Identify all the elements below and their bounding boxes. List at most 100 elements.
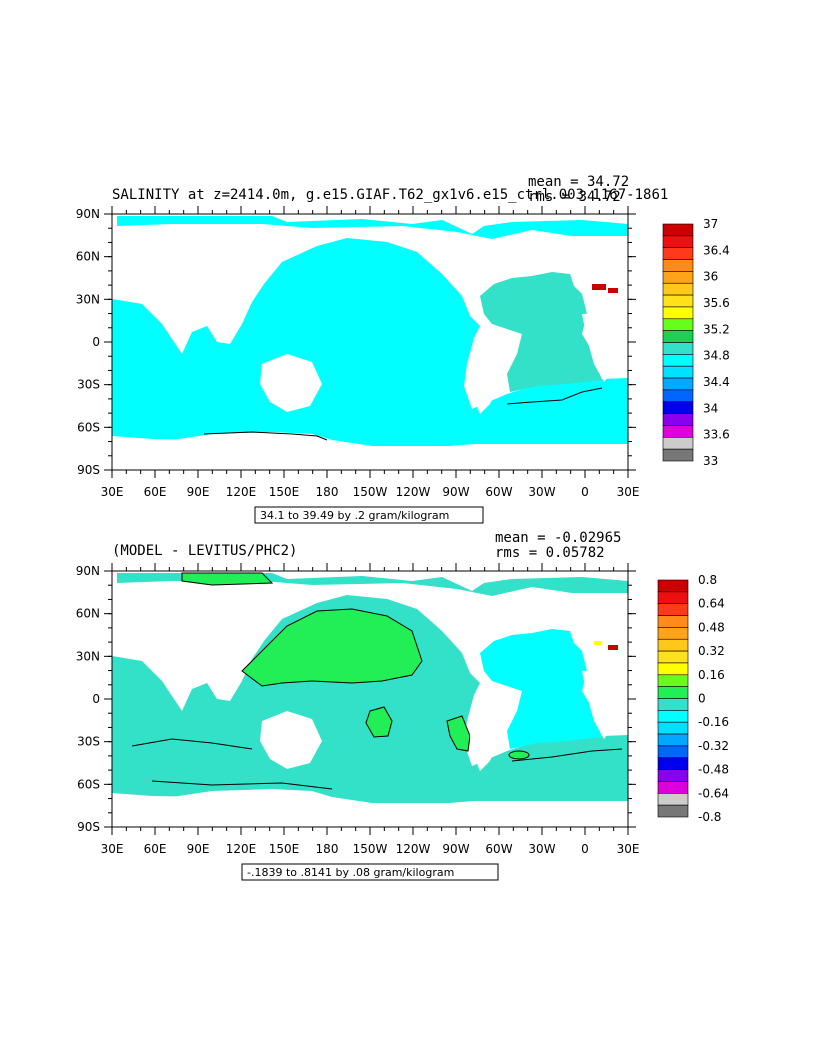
bottom-cbar-label: 0.48 (698, 620, 725, 634)
bottom-spac-anomaly (365, 706, 393, 738)
top-lon-label: 30E (101, 485, 124, 499)
bottom-lat-label: 90N (76, 564, 100, 578)
bottom-lat-label: 0 (92, 692, 100, 706)
bottom-cbar-cell (657, 721, 689, 735)
bottom-cbar-cell (657, 674, 689, 687)
top-lon-label: 120W (396, 485, 431, 499)
top-lon-label: 60W (485, 485, 512, 499)
bottom-lat-label: 30N (76, 649, 100, 663)
bottom-lon-label: 0 (581, 842, 589, 856)
bottom-cbar-cell (657, 769, 689, 782)
top-lon-label: 150W (353, 485, 388, 499)
top-cbar-cell (662, 425, 694, 438)
top-atlantic (480, 272, 602, 392)
top-lon-label: 30W (528, 485, 555, 499)
bottom-land (112, 669, 628, 829)
top-cbar-cell (662, 223, 694, 237)
bottom-cbar-cell (657, 804, 689, 818)
bottom-cbar-cell (657, 650, 689, 664)
top-lat-label: 90N (76, 207, 100, 221)
bottom-atlantic (480, 629, 602, 749)
top-rms: rms = 34.72 (528, 189, 621, 205)
bottom-cbar-cell (657, 615, 689, 628)
top-info-box (254, 506, 484, 524)
bottom-lon-label: 180 (316, 842, 339, 856)
bottom-info: -.1839 to .8141 by .08 gram/kilogram (247, 866, 454, 879)
top-cbar-label: 36.4 (703, 243, 730, 257)
top-contour-atlantic (506, 387, 603, 405)
bottom-cbar-label: 0.16 (698, 668, 725, 682)
top-lon-label: 60E (144, 485, 167, 499)
bottom-contour-atlantic (511, 748, 623, 762)
top-lon-label: 180 (316, 485, 339, 499)
top-lon-label: 90E (187, 485, 210, 499)
bottom-cbar-label: 0.32 (698, 644, 725, 658)
bottom-satl-anomaly (508, 750, 530, 760)
bottom-cbar-label: 0.64 (698, 597, 725, 611)
top-contour-south (203, 431, 328, 441)
top-cbar-label: 34.4 (703, 375, 730, 389)
bottom-sepac-anomaly (446, 715, 471, 752)
bottom-map (111, 570, 629, 829)
bottom-lon-label: 60W (485, 842, 512, 856)
top-cbar-cell (662, 282, 694, 296)
top-cbar-cell (662, 389, 694, 403)
top-cbar-label: 34.8 (703, 349, 730, 363)
top-lon-label: 120E (226, 485, 257, 499)
top-cbar-cell (662, 271, 694, 284)
top-colorbar: 37 36.4 36 35.6 35.2 34.8 34.4 34 33.6 33 (662, 217, 730, 468)
bottom-cbar-cell (657, 603, 689, 616)
bottom-cbar-cell (657, 710, 689, 723)
bottom-lon-label: 150E (269, 842, 300, 856)
bottom-cbar-cell (657, 662, 689, 676)
bottom-lat-label: 30S (77, 735, 100, 749)
bottom-lon-label: 30E (617, 842, 640, 856)
bottom-lon-label: 30W (528, 842, 555, 856)
top-lon-label: 90W (442, 485, 469, 499)
top-cbar-cell (662, 365, 694, 379)
bottom-lon-label: 90E (187, 842, 210, 856)
top-lon-label: 30E (617, 485, 640, 499)
top-lat-label: 30S (77, 378, 100, 392)
top-cbar-cell (662, 342, 694, 355)
bottom-contour-south (151, 780, 333, 790)
top-lat-label: 60S (77, 420, 100, 434)
top-cbar-cell (662, 235, 694, 249)
bottom-cbar-cell (657, 757, 689, 770)
top-lon-label: 150E (269, 485, 300, 499)
top-cbar-label: 37 (703, 217, 718, 231)
top-title: SALINITY at z=2414.0m, g.e15.GIAF.T62_gx… (112, 187, 668, 203)
bottom-cbar-label: -0.8 (698, 810, 721, 824)
bottom-cbar-cell (657, 792, 689, 806)
top-mean: mean = 34.72 (528, 174, 629, 190)
bottom-cbar-label: 0.8 (698, 573, 717, 587)
bottom-colorbar: 0.8 0.64 0.48 0.32 0.16 0 -0.16 -0.32 -0.48 -0.64… (657, 573, 729, 824)
top-cbar-label: 36 (703, 270, 718, 284)
top-cbar-cell (662, 330, 694, 343)
top-lat-label: 30N (76, 292, 100, 306)
top-map-panel: mean = 34.72 SALINITY at z=2414.0m, g.e1… (76, 174, 730, 524)
bottom-lon-label: 150W (353, 842, 388, 856)
top-cbar-cell (662, 401, 694, 414)
top-ocean-fill (112, 216, 628, 452)
top-lat-label: 0 (92, 335, 100, 349)
bottom-contour-indian (131, 738, 253, 750)
bottom-med-yellow (594, 641, 602, 645)
bottom-cbar-label: -0.64 (698, 786, 729, 800)
top-info: 34.1 to 39.49 by .2 gram/kilogram (260, 509, 449, 522)
bottom-cbar-label: 0 (698, 692, 706, 706)
bottom-med-anomaly (608, 645, 618, 650)
bottom-cbar-cell (657, 638, 689, 652)
top-cbar-label: 35.2 (703, 322, 730, 336)
bottom-cbar-cell (657, 745, 689, 759)
top-cbar-label: 35.6 (703, 296, 730, 310)
bottom-rms: rms = 0.05782 (495, 545, 605, 561)
top-cbar-cell (662, 247, 694, 260)
top-cbar-cell (662, 354, 694, 367)
bottom-cbar-cell (657, 627, 689, 640)
bottom-lat-label: 90S (77, 820, 100, 834)
bottom-cbar-cell (657, 579, 689, 593)
